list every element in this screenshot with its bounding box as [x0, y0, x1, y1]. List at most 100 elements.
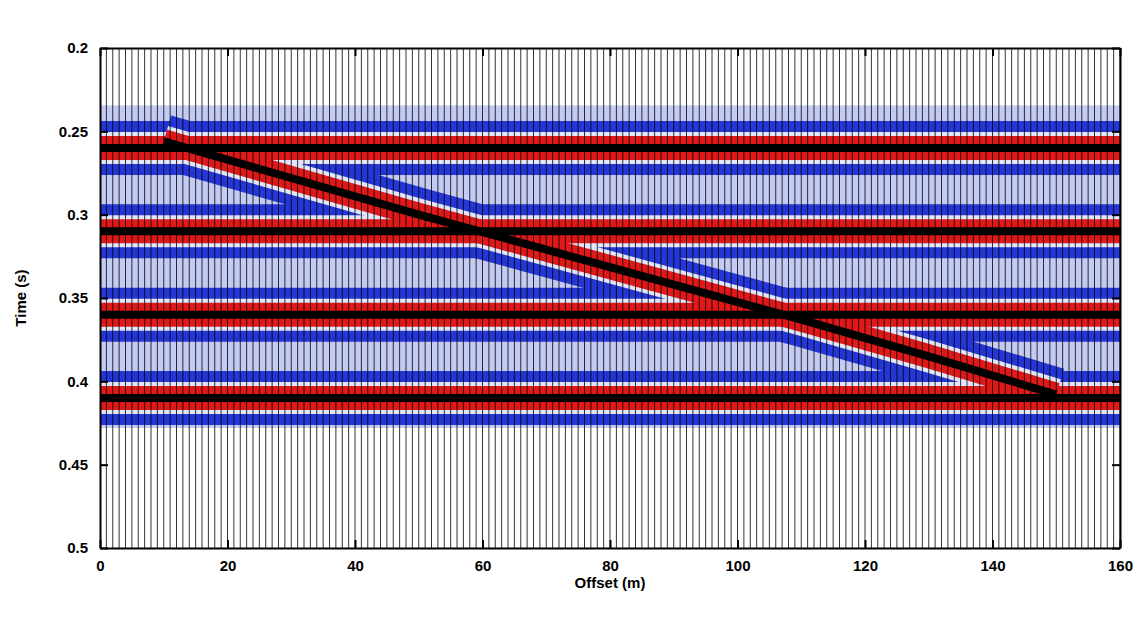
- trace: [450, 48, 451, 548]
- trace: [457, 48, 458, 548]
- trace: [1018, 48, 1019, 548]
- plot-area: [100, 48, 1120, 548]
- trace: [922, 48, 923, 548]
- trace: [386, 48, 387, 548]
- trace: [278, 48, 279, 548]
- trace: [686, 48, 687, 548]
- trace: [514, 48, 515, 548]
- trace: [635, 48, 636, 548]
- tick-label: 0.35: [59, 289, 88, 306]
- trace: [737, 48, 738, 548]
- trace: [954, 48, 955, 548]
- trace: [629, 48, 630, 548]
- tick-mark: [1112, 48, 1120, 50]
- y-axis-right: [1112, 49, 1121, 549]
- tick-mark: [992, 48, 994, 56]
- trace: [559, 48, 560, 548]
- tick-label: 0: [96, 557, 104, 574]
- tick-label: 0.5: [67, 539, 88, 556]
- trace: [801, 48, 802, 548]
- trace: [323, 48, 324, 548]
- trace: [1005, 48, 1006, 548]
- tick-mark: [1112, 381, 1120, 383]
- tick: 0.2: [67, 39, 108, 56]
- trace: [138, 48, 139, 548]
- trace: [157, 48, 158, 548]
- trace: [482, 48, 483, 548]
- trace: [584, 48, 585, 548]
- trace: [833, 48, 834, 548]
- trace: [1100, 48, 1101, 548]
- tick-mark: [100, 548, 108, 550]
- trace: [508, 48, 509, 548]
- trace: [960, 48, 961, 548]
- trace: [552, 48, 553, 548]
- trace: [533, 48, 534, 548]
- trace: [1030, 48, 1031, 548]
- trace: [259, 48, 260, 548]
- trace: [731, 48, 732, 548]
- tick-mark: [737, 540, 739, 548]
- tick: 0.35: [59, 289, 108, 306]
- tick-mark: [100, 131, 108, 133]
- trace: [291, 48, 292, 548]
- trace: [941, 48, 942, 548]
- trace: [1049, 48, 1050, 548]
- trace: [418, 48, 419, 548]
- trace: [571, 48, 572, 548]
- trace: [208, 48, 209, 548]
- tick: 120: [853, 540, 878, 574]
- tick-mark: [100, 381, 108, 383]
- trace: [444, 48, 445, 548]
- trace: [284, 48, 285, 548]
- trace: [1011, 48, 1012, 548]
- trace: [661, 48, 662, 548]
- trace: [712, 48, 713, 548]
- trace: [374, 48, 375, 548]
- trace: [546, 48, 547, 548]
- tick-label: 0.45: [59, 456, 88, 473]
- tick-mark: [1112, 131, 1120, 133]
- trace: [406, 48, 407, 548]
- trace: [673, 48, 674, 548]
- trace: [253, 48, 254, 548]
- trace: [495, 48, 496, 548]
- trace: [151, 48, 152, 548]
- trace: [144, 48, 145, 548]
- trace: [163, 48, 164, 548]
- trace: [903, 48, 904, 548]
- trace: [775, 48, 776, 548]
- trace: [227, 48, 228, 548]
- trace: [214, 48, 215, 548]
- trace: [437, 48, 438, 548]
- trace: [393, 48, 394, 548]
- tick-label: 120: [853, 557, 878, 574]
- tick-mark: [482, 48, 484, 56]
- trace: [335, 48, 336, 548]
- tick: 100: [725, 540, 750, 574]
- trace: [1062, 48, 1063, 548]
- trace: [176, 48, 177, 548]
- tick: [993, 48, 994, 56]
- trace: [131, 48, 132, 548]
- tick-mark: [482, 540, 484, 548]
- trace: [935, 48, 936, 548]
- trace: [788, 48, 789, 548]
- trace: [380, 48, 381, 548]
- tick: [1112, 131, 1120, 132]
- trace: [820, 48, 821, 548]
- tick-label: 0.4: [67, 373, 89, 390]
- tick-mark: [610, 48, 612, 56]
- tick: [483, 48, 484, 56]
- y-axis-left: 0.20.250.30.350.40.450.5: [59, 39, 108, 556]
- trace: [342, 48, 343, 548]
- trace: [909, 48, 910, 548]
- trace: [616, 48, 617, 548]
- trace: [654, 48, 655, 548]
- tick-label: 60: [475, 557, 492, 574]
- tick-mark: [100, 298, 108, 300]
- trace: [1075, 48, 1076, 548]
- trace: [463, 48, 464, 548]
- tick-mark: [355, 48, 357, 56]
- tick-mark: [737, 48, 739, 56]
